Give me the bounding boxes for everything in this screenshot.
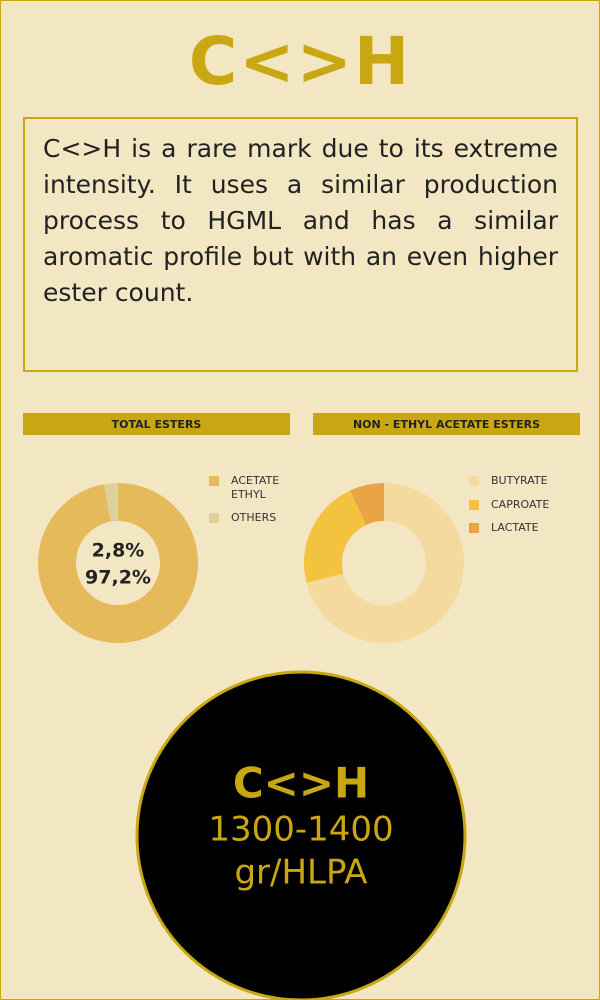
- chart-title: TOTAL ESTERS: [112, 418, 202, 431]
- value-label: 97,2%: [85, 567, 151, 589]
- legend-label: OTHERS: [231, 511, 276, 524]
- chart-header: [313, 413, 580, 435]
- chart-title: NON - ETHYL ACETATE ESTERS: [353, 418, 540, 431]
- legend-label: CAPROATE: [491, 498, 549, 511]
- legend-swatch: [209, 476, 219, 486]
- legend-label: LACTATE: [491, 521, 539, 534]
- legend-swatch: [209, 513, 219, 523]
- legend-label: ACETATE ETHYL: [231, 474, 279, 501]
- legend-label: BUTYRATE: [491, 474, 548, 487]
- legend-swatch: [469, 476, 479, 486]
- donut-slice: [38, 483, 199, 644]
- badge-circle: [135, 670, 467, 999]
- chart-header: [23, 413, 290, 435]
- donut-slice: [349, 483, 384, 525]
- badge-title: C<>H: [233, 759, 369, 808]
- badge-value: 1300-1400: [208, 810, 393, 850]
- donut-slice: [103, 483, 118, 522]
- legend-swatch: [469, 500, 479, 510]
- description: C<>H is a rare mark due to its extreme i…: [23, 117, 578, 372]
- legend-swatch: [469, 523, 479, 533]
- donut-slice: [304, 490, 367, 583]
- donut-slice: [306, 483, 464, 644]
- value-label: 2,8%: [92, 540, 145, 562]
- page-title: C<>H: [188, 23, 412, 100]
- badge-unit: gr/HLPA: [234, 853, 367, 893]
